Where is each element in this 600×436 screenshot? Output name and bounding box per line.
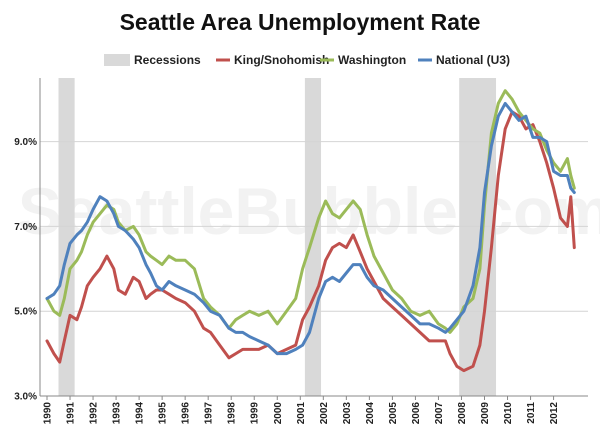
x-tick-label: 1992 (89, 402, 100, 425)
y-tick-label: 3.0% (14, 392, 37, 403)
x-tick-label: 2006 (411, 402, 422, 425)
x-tick-label: 2000 (273, 402, 284, 425)
x-tick-label: 1995 (158, 402, 169, 425)
legend: Recessions King/Snohomish Washington Nation… (104, 53, 510, 67)
x-tick-label: 2002 (319, 402, 330, 425)
recession-bands (58, 78, 497, 396)
legend-item-2: King/Snohomish (216, 53, 329, 67)
x-tick-label: 2012 (549, 402, 560, 425)
x-tick-label: 2003 (342, 402, 353, 425)
x-tick-label: 1994 (135, 402, 146, 425)
legend-label: Washington (338, 53, 406, 67)
chart-title: Seattle Area Unemployment Rate (120, 9, 481, 35)
x-tick-label: 2001 (296, 402, 307, 425)
legend-item-4: National (U3) (418, 53, 510, 67)
x-tick-label: 1990 (43, 402, 54, 425)
x-tick-label: 1997 (204, 402, 215, 425)
x-tick-label: 2005 (388, 402, 399, 425)
y-tick-label: 5.0% (14, 307, 37, 318)
x-tick-label: 2011 (526, 402, 537, 424)
series-line-1 (45, 110, 576, 373)
x-tick-label: 2008 (457, 402, 468, 425)
x-tick-label: 1999 (250, 402, 261, 425)
plot-area: SeattleBubble.com 3.0%5.0%7.0%9.0%199019… (14, 78, 600, 424)
x-tick-label: 2009 (480, 402, 491, 425)
legend-item-1: Recessions (104, 53, 201, 67)
x-tick-label: 2007 (434, 402, 445, 425)
x-tick-label: 1993 (112, 402, 123, 425)
x-tick-label: 1991 (66, 402, 77, 425)
legend-label: National (U3) (436, 53, 510, 67)
series-line-2 (45, 89, 576, 334)
x-tick-label: 2010 (503, 402, 514, 425)
x-tick-label: 1996 (181, 402, 192, 425)
y-tick-label: 7.0% (14, 222, 37, 233)
axes: 3.0% 5.0% 7.0% 9.0% 1990 1991 1992 1993 1994 1995… (14, 78, 588, 424)
series-lines (45, 89, 576, 373)
x-tick-label: 1998 (227, 402, 238, 425)
x-tick-label: 2004 (365, 402, 376, 425)
recession-band-3 (459, 78, 497, 396)
legend-item-3: Washington (320, 53, 406, 67)
recession-band-1 (58, 78, 75, 396)
legend-label: Recessions (134, 53, 201, 67)
y-tick-label: 9.0% (14, 137, 37, 148)
series-line-3 (45, 101, 576, 356)
legend-swatch (104, 54, 130, 66)
legend-label: King/Snohomish (234, 53, 329, 67)
